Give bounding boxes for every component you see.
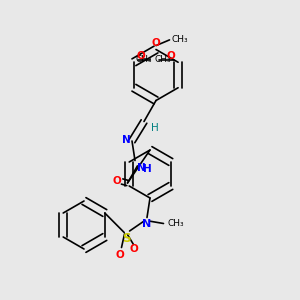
Text: O: O xyxy=(152,38,160,48)
Text: N: N xyxy=(142,219,152,229)
Text: O: O xyxy=(116,250,124,260)
Text: N: N xyxy=(122,135,130,145)
Text: CH₃: CH₃ xyxy=(136,55,153,64)
Text: O: O xyxy=(137,51,146,61)
Text: CH₃: CH₃ xyxy=(168,219,184,228)
Text: H: H xyxy=(143,164,152,174)
Text: O: O xyxy=(129,244,138,254)
Text: S: S xyxy=(122,232,130,245)
Text: O: O xyxy=(166,51,175,61)
Text: CH₃: CH₃ xyxy=(155,55,172,64)
Text: O: O xyxy=(113,176,122,187)
Text: H: H xyxy=(151,123,158,133)
Text: N: N xyxy=(137,163,146,173)
Text: CH₃: CH₃ xyxy=(172,35,188,44)
